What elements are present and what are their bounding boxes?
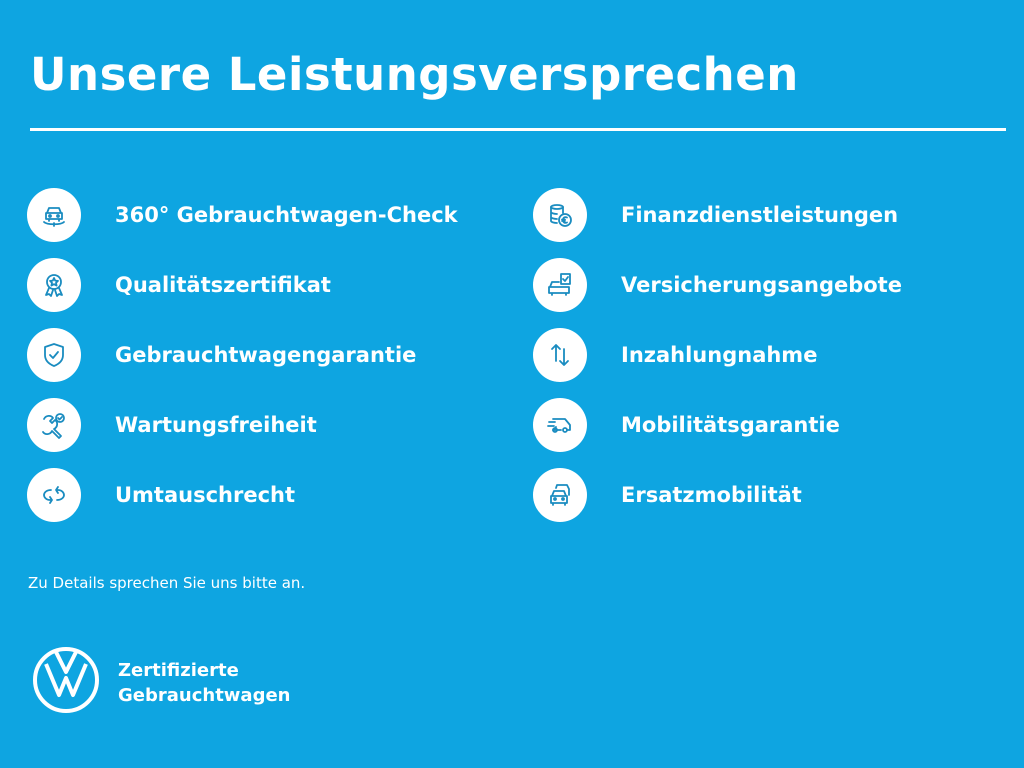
car-check-icon [27, 188, 81, 242]
list-item-insurance: Versicherungsangebote [533, 258, 902, 312]
list-item-maintenance: Wartungsfreiheit [27, 398, 317, 452]
item-label: Versicherungsangebote [621, 273, 902, 297]
list-item-check: 360° Gebrauchtwagen-Check [27, 188, 458, 242]
list-item-mobility: Mobilitätsgarantie [533, 398, 840, 452]
wrench-check-icon [27, 398, 81, 452]
list-item-certificate: Qualitätszertifikat [27, 258, 331, 312]
list-item-exchange: Umtauschrecht [27, 468, 295, 522]
cars-stack-icon [533, 468, 587, 522]
car-document-icon [533, 258, 587, 312]
brand-line2: Gebrauchtwagen [118, 685, 291, 706]
item-label: Inzahlungnahme [621, 343, 818, 367]
up-down-arrows-icon [533, 328, 587, 382]
brand-text: Zertifizierte Gebrauchtwagen [118, 658, 290, 708]
award-icon [27, 258, 81, 312]
exchange-arrows-icon [27, 468, 81, 522]
item-label: Qualitätszertifikat [115, 273, 331, 297]
list-item-tradein: Inzahlungnahme [533, 328, 817, 382]
page-title: Unsere Leistungsversprechen [30, 48, 799, 101]
vw-logo [33, 647, 99, 713]
item-label: Mobilitätsgarantie [621, 413, 840, 437]
brand-line1: Zertifizierte [118, 660, 239, 681]
details-note: Zu Details sprechen Sie uns bitte an. [28, 574, 306, 592]
divider [30, 128, 1006, 131]
list-item-warranty: Gebrauchtwagengarantie [27, 328, 416, 382]
item-label: 360° Gebrauchtwagen-Check [115, 203, 458, 227]
item-label: Gebrauchtwagengarantie [115, 343, 417, 367]
item-label: Wartungsfreiheit [115, 413, 317, 437]
van-icon [533, 398, 587, 452]
item-label: Umtauschrecht [115, 483, 296, 507]
item-label: Finanzdienstleistungen [621, 203, 899, 227]
list-item-replacement: Ersatzmobilität [533, 468, 802, 522]
list-item-finance: Finanzdienstleistungen [533, 188, 898, 242]
coins-euro-icon [533, 188, 587, 242]
item-label: Ersatzmobilität [621, 483, 802, 507]
shield-check-icon [27, 328, 81, 382]
